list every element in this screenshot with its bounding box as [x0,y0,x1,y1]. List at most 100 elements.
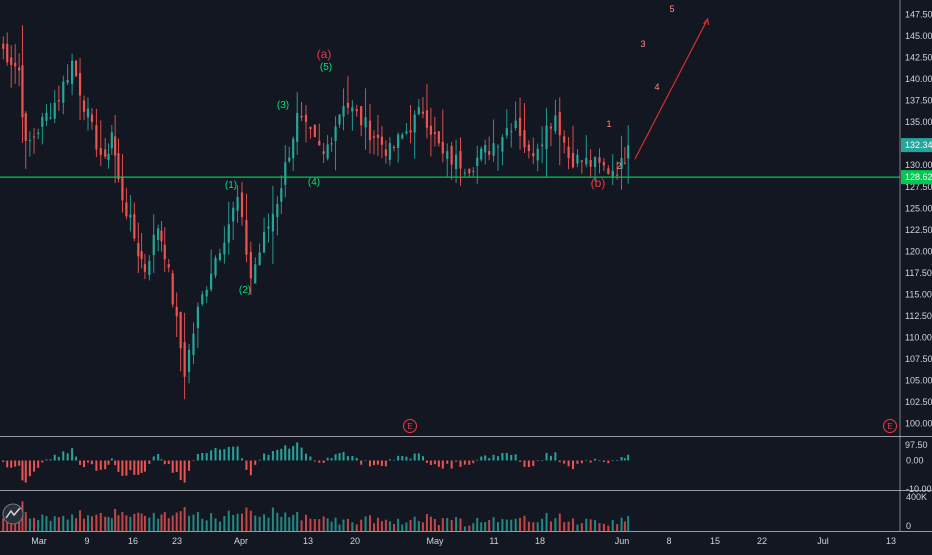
candle-body [405,131,408,134]
price-tick-label: 115.00 [905,289,932,299]
volume-bar [288,517,291,531]
volume-bar [455,516,458,531]
candle-body [527,144,530,152]
oscillator-bar [75,456,78,461]
volume-bar [143,515,146,531]
volume-bar [227,510,230,531]
candle-body [160,230,163,242]
oscillator-bar [86,460,89,463]
volume-bar [37,519,40,531]
oscillator-bar [611,460,614,461]
oscillator-bar [376,460,379,465]
candle-body [10,57,13,66]
price-tick-label: 135.00 [905,117,932,127]
candle-body [468,168,471,174]
volume-bar [284,512,287,531]
candle-body [488,150,491,155]
volume-bar [484,521,487,531]
candle-body [510,131,513,133]
volume-bar [271,507,274,531]
volume-bar [210,513,213,531]
oscillator-bar [79,460,82,465]
wave-label-red: (b) [591,176,606,190]
oscillator-bar [2,460,5,463]
wave-label-projection: 1 [606,119,611,129]
price-tick-label: 125.00 [905,203,932,213]
candle-body [480,148,483,160]
volume-bar [514,518,517,531]
candle-body [271,213,275,232]
volume-bar [104,516,107,531]
candle-body [372,136,376,138]
oscillator-bar [620,457,623,461]
candle-body [433,132,436,134]
volume-bar [121,512,124,531]
time-tick-label: 8 [666,536,671,546]
oscillator-bar [167,460,170,465]
candle-body [62,81,65,103]
candle-body [163,244,166,260]
oscillator-bar [227,446,230,461]
candle-body [104,149,107,157]
volume-bar [549,521,552,531]
volume-bar [28,518,31,531]
volume-bar [188,515,191,531]
support-price-label: 128.62 [905,172,932,182]
oscillator-bar [602,460,605,462]
volume-bar [346,518,349,531]
candle-body [129,214,132,218]
candle-body [78,73,82,96]
time-tick-label: Mar [31,536,47,546]
volume-bar [201,518,204,531]
price-tick-label: 102.50 [905,397,932,407]
oscillator-bar [18,460,21,466]
volume-bar [318,519,321,531]
oscillator-bar [192,460,195,462]
price-tick-label: 105.00 [905,375,932,385]
oscillator-bar [492,454,495,461]
volume-bar [623,521,626,531]
candle-body [623,162,626,164]
projection-line[interactable] [634,18,709,160]
candle-body [563,136,566,143]
oscillator-bar [384,460,387,467]
price-tick-label: 122.50 [905,225,932,235]
candle-body [236,196,239,211]
volume-bar [355,524,358,531]
last-price-tag [901,138,932,153]
candle-body [392,147,396,149]
oscillator-bar [66,453,69,461]
oscillator-bar [417,453,420,461]
candle-body [214,258,217,276]
earnings-marker[interactable] [403,419,417,433]
oscillator-bar [527,460,530,468]
oscillator-bar [405,456,408,461]
oscillator-bar [360,460,363,465]
oscillator-bar [258,459,261,461]
oscillator-bar [214,447,217,461]
candle-body [611,170,614,178]
volume-bar [620,517,623,531]
oscillator-bar [425,460,428,463]
candle-body [620,158,623,169]
candle-body [598,157,601,163]
candle-body [148,260,151,275]
candle-body [518,117,522,136]
oscillator-bar [271,451,274,461]
oscillator-bar [143,460,146,472]
volume-bar [589,519,592,531]
earnings-marker[interactable] [883,419,897,433]
candle-body [351,107,354,112]
volume-bar [598,523,601,531]
volume-bar [602,523,605,531]
candle-body [309,126,312,130]
oscillator-bar [129,460,132,471]
volume-bar [125,515,128,531]
oscillator-bar [179,460,182,481]
volume-bar [505,519,508,531]
candle-body [463,172,466,174]
volume-bar [86,515,89,531]
